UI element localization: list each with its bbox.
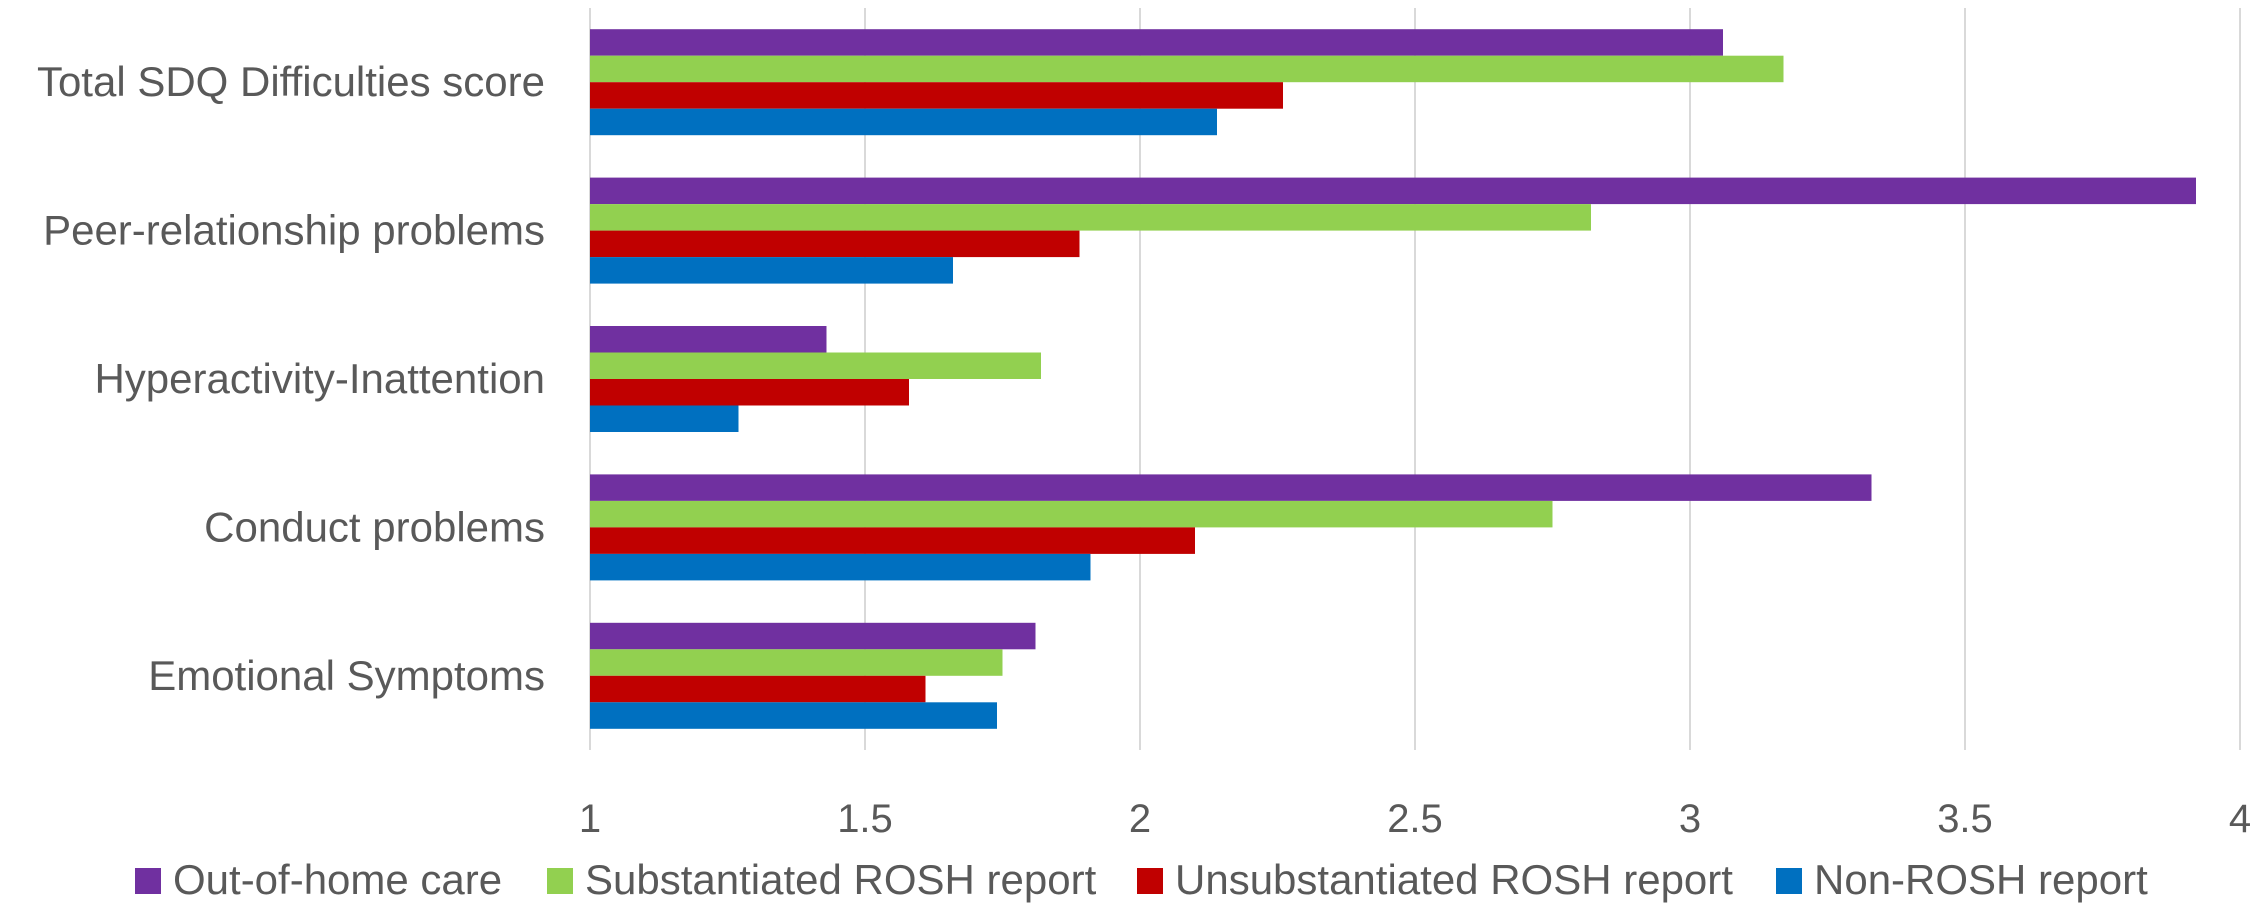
bar-non-rosh-report-1 [590, 257, 953, 284]
legend-label: Unsubstantiated ROSH report [1175, 856, 1733, 903]
bar-substantiated-rosh-report-1 [590, 204, 1591, 231]
x-tick-label: 1 [579, 797, 601, 841]
bar-non-rosh-report-4 [590, 702, 997, 729]
bar-unsubstantiated-rosh-report-1 [590, 230, 1080, 258]
legend-swatch [1137, 868, 1163, 894]
legend-label: Non-ROSH report [1814, 856, 2148, 903]
bar-substantiated-rosh-report-0 [590, 55, 1784, 83]
bar-substantiated-rosh-report-2 [590, 352, 1041, 379]
bar-substantiated-rosh-report-3 [590, 500, 1553, 528]
legend: Out-of-home care Substantiated ROSH repor… [135, 856, 2148, 903]
x-tick-label: 2.5 [1387, 797, 1443, 841]
bar-non-rosh-report-0 [590, 108, 1217, 136]
bar-unsubstantiated-rosh-report-3 [590, 527, 1195, 554]
x-tick-label: 3 [1679, 797, 1701, 841]
legend-swatch [135, 868, 161, 894]
bar-out-of-home-care-4 [590, 622, 1036, 650]
legend-swatch [1776, 868, 1802, 894]
bars [590, 29, 2196, 729]
bar-out-of-home-care-3 [590, 474, 1872, 501]
bar-unsubstantiated-rosh-report-4 [590, 675, 926, 703]
category-label: Peer-relationship problems [43, 207, 545, 254]
bar-out-of-home-care-0 [590, 29, 1723, 56]
bar-out-of-home-care-1 [590, 177, 2196, 205]
category-labels: Total SDQ Difficulties score Peer-relatio… [37, 58, 545, 699]
category-label: Emotional Symptoms [148, 652, 545, 699]
x-tick-label: 2 [1129, 797, 1151, 841]
category-label: Hyperactivity-Inattention [94, 355, 545, 402]
legend-label: Substantiated ROSH report [585, 856, 1097, 903]
bar-unsubstantiated-rosh-report-2 [590, 379, 909, 406]
legend-label: Out-of-home care [173, 856, 502, 903]
x-tick-label: 4 [2229, 797, 2251, 841]
x-tick-label: 3.5 [1937, 797, 1993, 841]
bar-out-of-home-care-2 [590, 326, 827, 353]
x-axis-tick-labels: 1 1.5 2 2.5 3 3.5 4 [579, 797, 2251, 841]
bar-non-rosh-report-3 [590, 553, 1091, 581]
category-label: Total SDQ Difficulties score [37, 58, 545, 105]
legend-swatch [547, 868, 573, 894]
category-label: Conduct problems [204, 503, 545, 550]
x-tick-label: 1.5 [837, 797, 893, 841]
bar-substantiated-rosh-report-4 [590, 649, 1003, 676]
bar-non-rosh-report-2 [590, 405, 739, 432]
bar-unsubstantiated-rosh-report-0 [590, 82, 1283, 109]
